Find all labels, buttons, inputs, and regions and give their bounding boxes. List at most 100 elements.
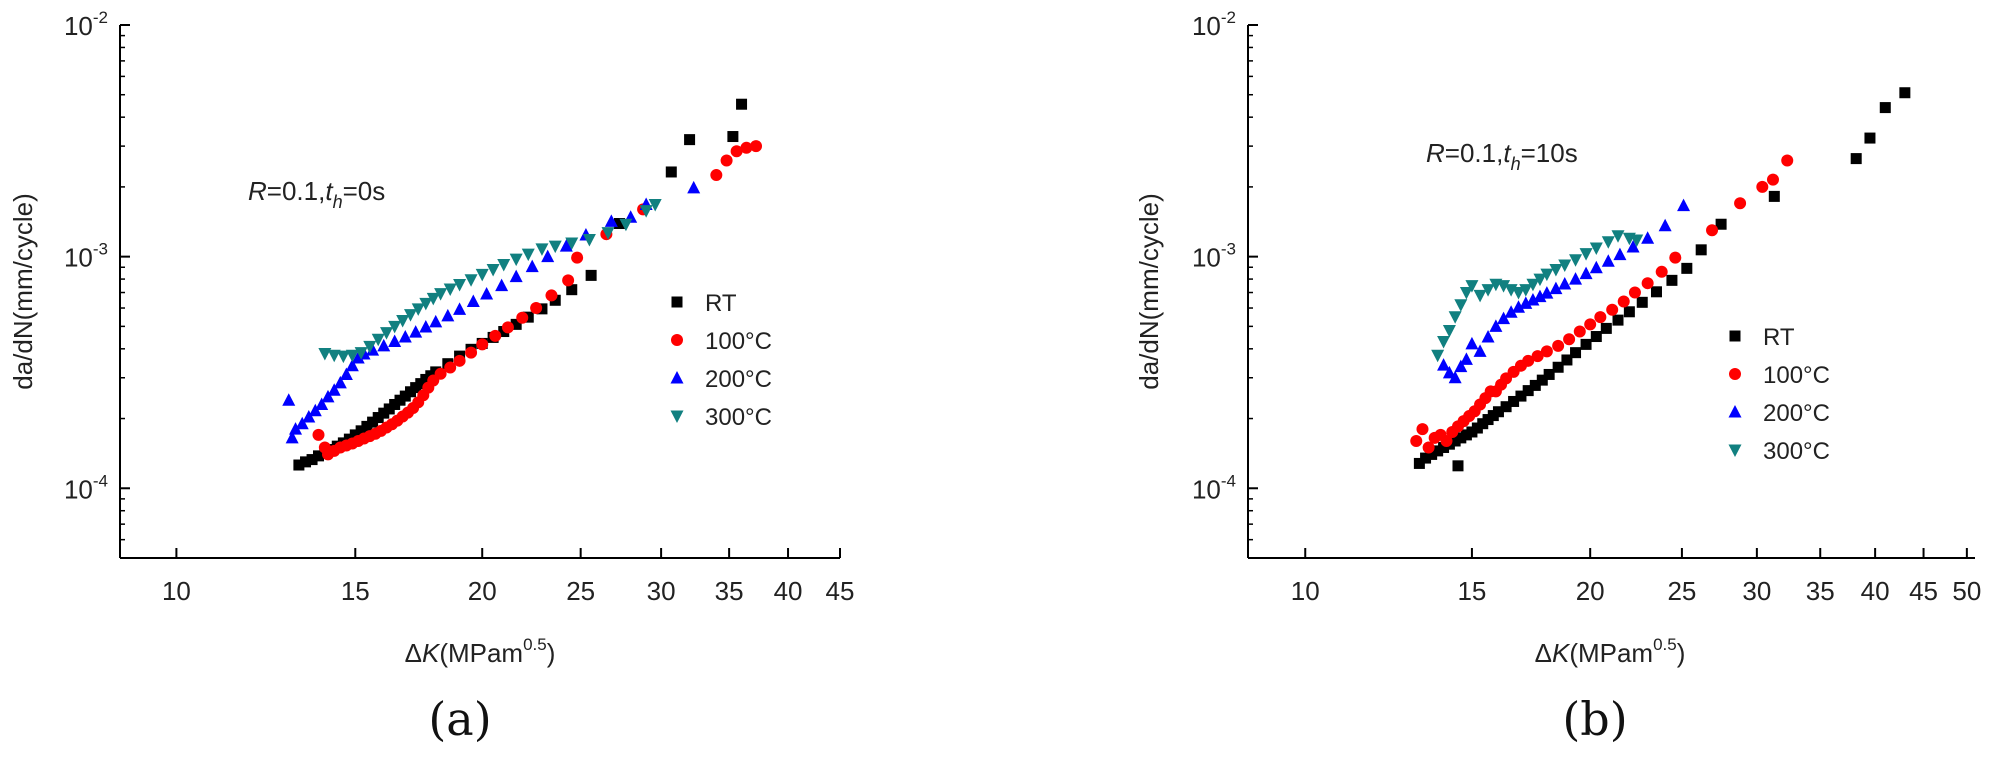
condition-annotation: R=0.1,th=0s: [248, 176, 385, 212]
data-point: [372, 412, 384, 424]
data-point: [313, 450, 325, 462]
data-point: [475, 268, 489, 282]
data-point: [521, 248, 535, 262]
data-point: [426, 292, 440, 306]
data-point: [345, 349, 359, 363]
legend-marker: [1728, 405, 1742, 418]
data-point: [1601, 254, 1615, 267]
data-point: [1636, 296, 1648, 308]
data-point: [419, 297, 433, 311]
data-point: [1630, 234, 1644, 247]
data-point: [363, 340, 377, 354]
data-point: [727, 131, 739, 143]
data-point: [293, 459, 305, 471]
data-point: [582, 234, 596, 247]
data-point: [1413, 457, 1425, 469]
data-point: [1522, 354, 1535, 367]
x-tick-label: 35: [715, 576, 744, 606]
data-point: [1666, 274, 1678, 286]
data-point: [549, 294, 561, 306]
data-point: [336, 350, 350, 364]
data-point: [1437, 336, 1451, 349]
data-point: [1612, 314, 1624, 326]
legend-label: 200°C: [1763, 400, 1830, 427]
data-point: [1515, 390, 1527, 402]
data-point: [464, 274, 478, 287]
data-point: [1715, 218, 1727, 230]
data-point: [1570, 347, 1582, 359]
data-point: [1497, 311, 1511, 325]
annotation-t-subscript: h: [333, 192, 343, 212]
data-point: [1519, 284, 1533, 297]
data-point: [1655, 265, 1668, 278]
data-point: [750, 140, 763, 153]
data-point: [1650, 286, 1662, 298]
data-point: [476, 338, 489, 351]
legend-label: 300°C: [1763, 438, 1830, 465]
data-point: [1641, 231, 1655, 244]
data-point: [466, 294, 480, 308]
data-point: [1465, 280, 1479, 293]
data-point: [1459, 352, 1473, 365]
y-tick-base: 10: [1192, 474, 1221, 504]
x-tick-label: 20: [468, 576, 497, 606]
data-point: [1533, 273, 1547, 287]
data-point: [516, 311, 529, 324]
data-point: [1569, 254, 1583, 267]
x-label-unit: (MPam: [439, 638, 523, 668]
data-point: [1529, 379, 1541, 391]
data-point: [1519, 296, 1533, 309]
data-point: [1492, 406, 1504, 418]
annotation-t-value: =10s: [1521, 138, 1578, 168]
data-point: [367, 416, 379, 428]
legend-marker: [1729, 330, 1741, 342]
legend-label: 100°C: [1763, 362, 1830, 389]
y-tick-label: 10-4: [1192, 471, 1236, 504]
annotation-r-symbol: R: [1426, 138, 1445, 168]
legend-label: 100°C: [705, 328, 772, 355]
data-point: [639, 205, 653, 218]
annotation-r-value: =0.1,: [267, 176, 326, 206]
data-point: [1540, 286, 1554, 299]
data-point: [1563, 333, 1576, 346]
data-point: [371, 333, 385, 347]
data-point: [710, 169, 723, 182]
data-point: [289, 422, 303, 435]
data-point: [1569, 272, 1583, 285]
data-point: [388, 320, 402, 334]
data-point: [444, 361, 457, 374]
x-tick-label: 15: [341, 576, 370, 606]
data-point: [1440, 434, 1453, 447]
series-2: [282, 180, 701, 444]
data-point: [1481, 284, 1495, 297]
data-point: [648, 198, 662, 212]
data-point: [1584, 318, 1597, 331]
data-point: [525, 259, 539, 273]
data-point: [434, 367, 447, 380]
data-point: [1522, 385, 1534, 397]
x-tick-label: 10: [162, 576, 191, 606]
data-point: [1626, 240, 1640, 253]
data-point: [355, 425, 367, 437]
x-tick-label: 25: [1667, 576, 1696, 606]
data-point: [720, 154, 733, 167]
data-point: [351, 351, 365, 364]
data-point: [1658, 218, 1672, 232]
data-point: [1552, 339, 1565, 352]
y-tick-label: 10-3: [64, 240, 108, 273]
data-point: [396, 315, 410, 328]
panel-caption: (b): [1562, 692, 1627, 746]
y-tick-exponent: -4: [1221, 471, 1236, 490]
annotation-t-subscript: h: [1511, 154, 1521, 174]
legend-marker: [671, 296, 683, 308]
data-point: [1442, 324, 1456, 338]
data-point: [1526, 292, 1540, 306]
x-tick-label: 50: [1952, 576, 1981, 606]
data-point: [1864, 132, 1876, 144]
data-point: [522, 311, 534, 323]
data-point: [1422, 441, 1435, 454]
data-point: [1448, 311, 1462, 324]
y-tick-label: 10-4: [64, 471, 108, 504]
series-3: [1431, 230, 1644, 363]
data-point: [465, 346, 478, 359]
